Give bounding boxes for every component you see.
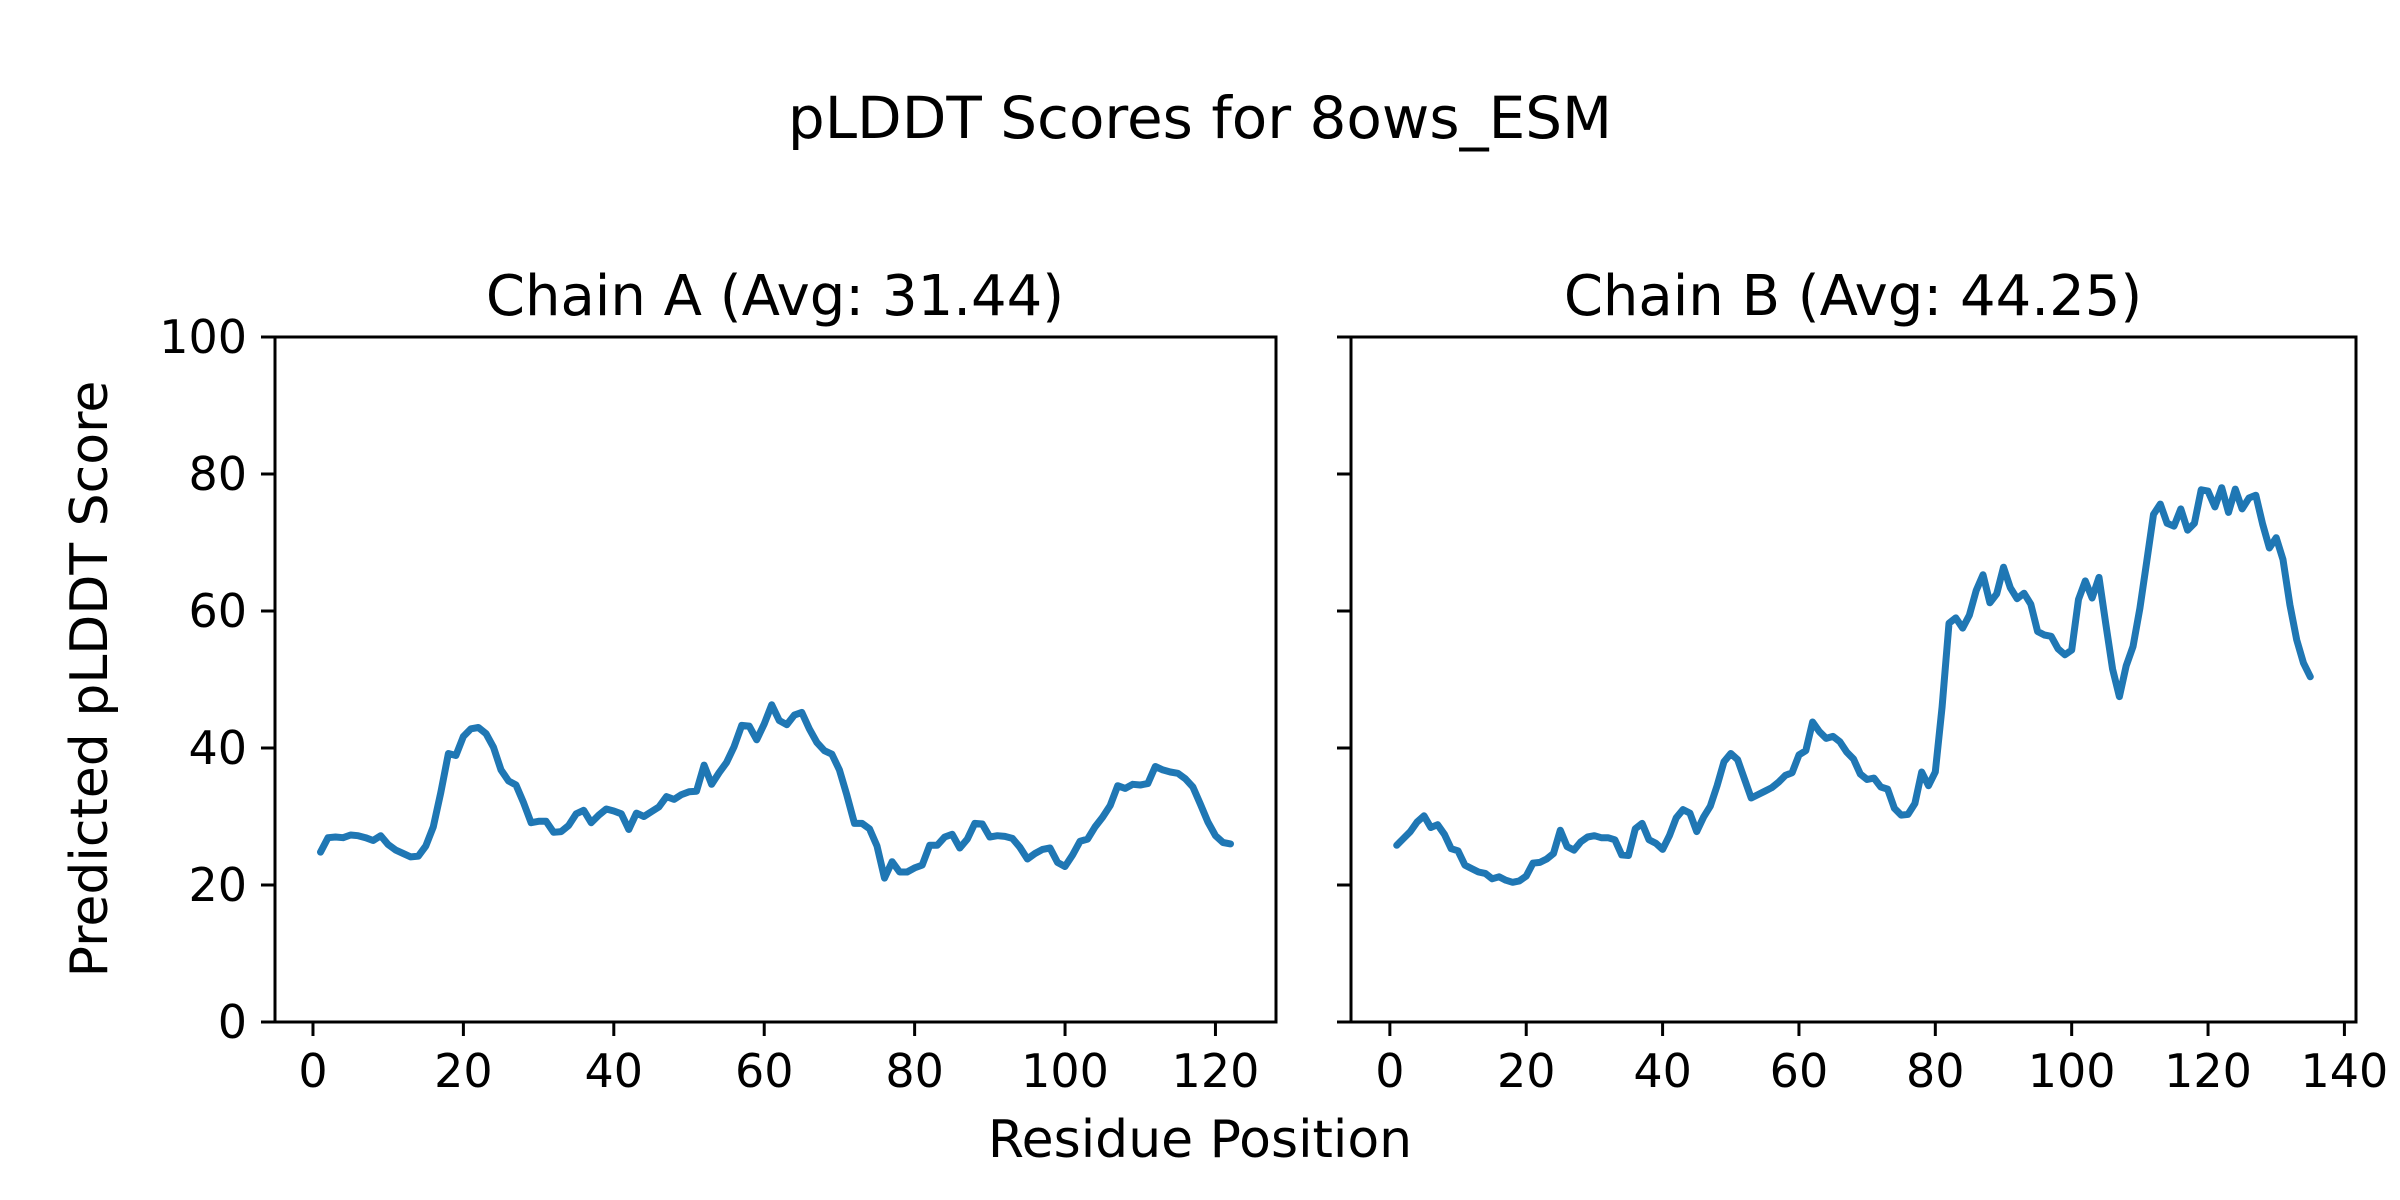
y-tick-label: 0 — [218, 995, 247, 1049]
x-tick-label: 40 — [585, 1044, 644, 1098]
chain-b-title: Chain B (Avg: 44.25) — [1564, 264, 2142, 329]
x-tick-label: 0 — [1375, 1044, 1404, 1098]
y-tick-label: 100 — [159, 310, 247, 364]
x-tick-label: 140 — [2301, 1044, 2389, 1098]
figure-title: pLDDT Scores for 8ows_ESM — [788, 84, 1612, 152]
x-tick-label: 120 — [2164, 1044, 2252, 1098]
x-tick-label: 120 — [1172, 1044, 1260, 1098]
x-tick-label: 80 — [1906, 1044, 1965, 1098]
x-tick-label: 60 — [735, 1044, 794, 1098]
y-tick-label: 60 — [188, 584, 247, 638]
plot-spines — [273, 335, 1278, 1024]
x-tick-label: 40 — [1633, 1044, 1692, 1098]
x-tick-label: 20 — [434, 1044, 493, 1098]
y-tick-label: 20 — [188, 858, 247, 912]
x-tick-label: 60 — [1770, 1044, 1829, 1098]
plot-spines — [1349, 335, 2358, 1024]
chain-a-title: Chain A (Avg: 31.44) — [486, 264, 1064, 329]
x-tick-label: 0 — [298, 1044, 327, 1098]
y-axis-label: Predicted pLDDT Score — [60, 381, 120, 978]
x-tick-label: 20 — [1497, 1044, 1556, 1098]
plddt-line — [317, 701, 1234, 882]
y-tick-label: 80 — [188, 447, 247, 501]
chain-b-plot: 0 20 40 60 80 100 120 140 — [1337, 335, 2389, 1098]
x-tick-label: 80 — [885, 1044, 944, 1098]
plddt-line — [1393, 484, 2314, 886]
x-tick-label: 100 — [1021, 1044, 1109, 1098]
x-axis-label: Residue Position — [988, 1110, 1412, 1170]
chain-a-plot: 0 20 40 60 80 100 120 0 20 40 60 80 100 — [159, 310, 1278, 1098]
x-tick-label: 100 — [2028, 1044, 2116, 1098]
y-tick-label: 40 — [188, 721, 247, 775]
